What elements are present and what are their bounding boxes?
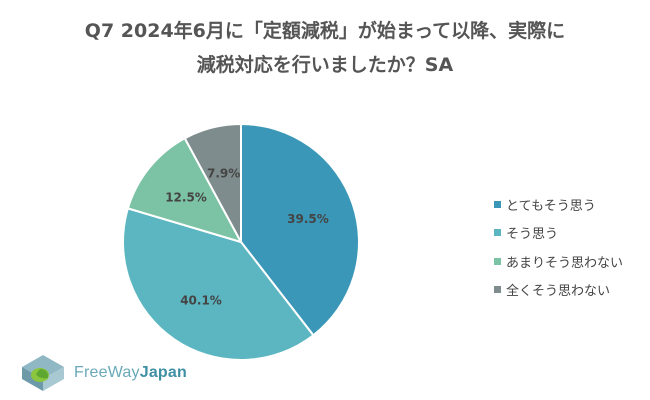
- legend-item-0: とてもそう思う: [494, 190, 644, 219]
- pie-data-label-0: 39.5%: [287, 212, 329, 226]
- pie-data-label-1: 40.1%: [180, 293, 222, 307]
- legend-label-1: そう思う: [506, 227, 559, 243]
- pie-slice-1: [122, 207, 315, 361]
- legend-swatch-3: [494, 286, 501, 294]
- legend-item-3: 全くそう思わない: [494, 276, 644, 305]
- legend-swatch-0: [494, 200, 501, 208]
- pie-slice-0: [240, 122, 360, 337]
- pie-data-label-3: 7.9%: [207, 166, 240, 180]
- logo-mark-icon: [22, 355, 64, 391]
- legend-label-2: あまりそう思わない: [506, 255, 624, 271]
- logo-text: FreeWayJapan: [74, 364, 187, 382]
- freewayjapan-logo: FreeWayJapan: [20, 351, 187, 395]
- chart-title-line-2: 減税対応を行いましたか？SA: [196, 54, 454, 76]
- legend-label-0: とてもそう思う: [506, 198, 596, 214]
- chart-title: Q7 2024年6月に「定額減税」が始まって以降、実際に 減税対応を行いましたか…: [0, 14, 650, 82]
- chart-legend: とてもそう思う そう思う あまりそう思わない 全くそう思わない: [494, 190, 644, 304]
- legend-swatch-2: [494, 257, 501, 265]
- pie-data-label-2: 12.5%: [165, 190, 207, 204]
- chart-title-line-1: Q7 2024年6月に「定額減税」が始まって以降、実際に: [84, 20, 566, 42]
- legend-item-2: あまりそう思わない: [494, 247, 644, 276]
- logo-text-light: FreeWay: [74, 364, 140, 381]
- pie-slice-3: [183, 122, 242, 243]
- legend-item-1: そう思う: [494, 219, 644, 248]
- logo-text-bold: Japan: [139, 364, 187, 381]
- legend-label-3: 全くそう思わない: [506, 284, 611, 300]
- legend-swatch-1: [494, 229, 501, 237]
- pie-slice-2: [126, 136, 244, 244]
